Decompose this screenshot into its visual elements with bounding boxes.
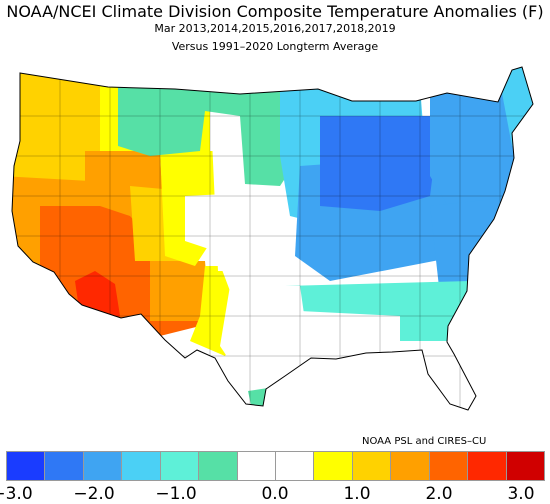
region-gulf-coast xyxy=(300,311,400,356)
scale-swatch xyxy=(390,451,430,481)
scale-swatch xyxy=(428,451,469,481)
division-boundaries xyxy=(12,67,533,410)
scale-tick-label: −2.0 xyxy=(73,484,115,504)
scale-tick-label: −3.0 xyxy=(0,484,33,504)
credit-label: NOAA PSL and CIRES–CU xyxy=(362,436,487,447)
region-new-england-north xyxy=(495,67,533,151)
map-subtitle: Mar 2013,2014,2015,2016,2017,2018,2019 xyxy=(154,22,396,35)
scale-swatch xyxy=(467,451,507,481)
scale-swatch xyxy=(505,451,545,481)
scale-tick-label: 1.0 xyxy=(343,484,371,504)
baseline-note: Versus 1991–2020 Longterm Average xyxy=(171,40,379,53)
scale-swatch xyxy=(275,451,315,481)
scale-swatch xyxy=(44,451,84,481)
color-scale-bar xyxy=(6,451,545,481)
scale-swatch xyxy=(159,451,200,481)
scale-swatch xyxy=(6,451,46,481)
scale-swatch xyxy=(351,451,392,481)
map-title: NOAA/NCEI Climate Division Composite Tem… xyxy=(6,2,544,21)
us-outline xyxy=(11,66,534,411)
scale-tick-label: 3.0 xyxy=(507,484,535,504)
scale-tick-label: 2.0 xyxy=(425,484,453,504)
region-south-texas-tip xyxy=(248,388,272,410)
scale-swatch xyxy=(82,451,123,481)
scale-swatch xyxy=(313,451,353,481)
scale-swatch xyxy=(236,451,276,481)
region-southern-plains xyxy=(185,191,290,316)
region-nw-coast xyxy=(12,67,110,186)
scale-swatch xyxy=(121,451,161,481)
scale-tick-label: −1.0 xyxy=(155,484,197,504)
region-texas-east xyxy=(220,286,310,401)
region-northern-plains xyxy=(118,86,300,186)
scale-tick-label: 0.0 xyxy=(261,484,289,504)
us-climate-division-map xyxy=(11,66,534,411)
scale-swatch xyxy=(198,451,238,481)
